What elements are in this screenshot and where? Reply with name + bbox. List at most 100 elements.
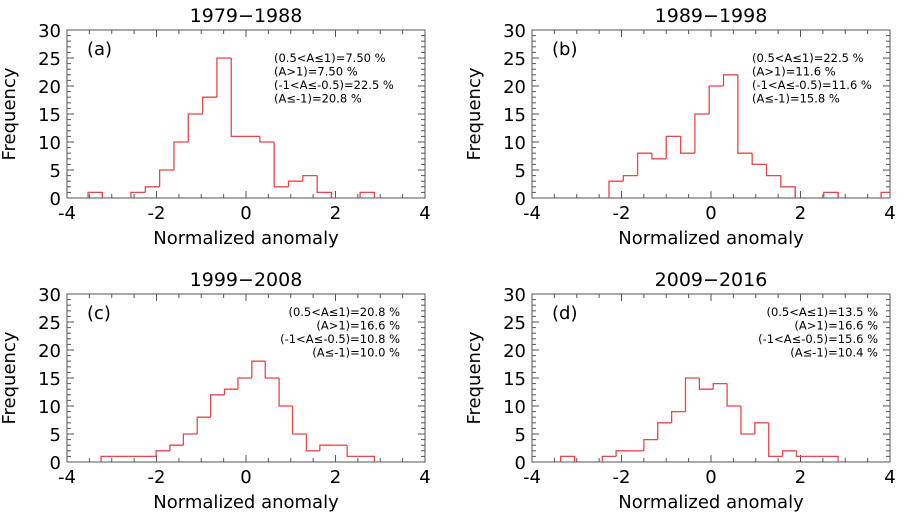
histogram-bin	[780, 175, 796, 198]
histogram-bin	[684, 377, 700, 412]
stat-annotation: (A>1)=11.6 %	[752, 65, 836, 79]
histogram-bin	[100, 455, 115, 462]
x-tick-label: 4	[419, 203, 430, 224]
x-tick-label: 4	[419, 467, 430, 488]
y-tick-label: 0	[50, 453, 61, 474]
stat-annotation: (-1<A≤-0.5)=22.5 %	[274, 78, 394, 92]
histogram-bin	[87, 191, 104, 198]
histogram-bin	[559, 455, 576, 462]
y-tick-label: 30	[38, 285, 61, 306]
x-tick-label: 4	[884, 203, 895, 224]
histogram-series	[559, 377, 839, 462]
x-tick-label: -4	[58, 203, 76, 224]
histogram-bin	[698, 378, 714, 390]
y-tick-label: 0	[50, 189, 61, 210]
y-tick-label: 0	[515, 189, 526, 210]
histogram-bin	[781, 450, 797, 457]
y-tick-label: 15	[38, 105, 61, 126]
histogram-bin	[291, 406, 307, 435]
histogram-bin	[144, 186, 160, 193]
y-tick-label: 10	[503, 397, 526, 418]
y-tick-label: 25	[38, 313, 61, 334]
y-tick-label: 25	[503, 49, 526, 70]
histogram-bin	[823, 191, 839, 198]
x-tick-label: -2	[148, 467, 166, 488]
histogram-bin	[346, 445, 362, 458]
x-tick-label: 2	[795, 467, 806, 488]
panel-label: (a)	[87, 39, 112, 60]
histogram-bin	[722, 74, 738, 86]
stat-annotation: (-1<A≤-0.5)=15.6 %	[758, 332, 878, 346]
y-tick-label: 10	[38, 133, 61, 154]
stat-annotation: (A>1)=16.6 %	[316, 319, 400, 333]
histogram-bin	[259, 136, 275, 143]
histogram-bin	[251, 360, 266, 378]
histogram-bin	[130, 191, 146, 198]
y-tick-label: 30	[38, 21, 61, 42]
stat-annotation: (0.5<A≤1)=13.5 %	[766, 305, 878, 319]
histogram-bin	[754, 422, 769, 434]
y-tick-label: 5	[50, 161, 61, 182]
x-tick-label: 2	[330, 467, 341, 488]
y-tick-label: 10	[38, 397, 61, 418]
y-tick-label: 30	[503, 21, 526, 42]
stat-annotation: (A>1)=16.6 %	[794, 319, 878, 333]
x-tick-label: -4	[523, 203, 541, 224]
histogram-bin	[278, 378, 293, 407]
histogram-bin	[643, 438, 658, 451]
x-tick-label: 0	[240, 467, 251, 488]
y-tick-label: 10	[503, 133, 526, 154]
y-tick-label: 20	[503, 341, 526, 362]
histogram-bin	[636, 152, 652, 176]
x-tick-label: -2	[613, 467, 631, 488]
x-axis-label: Normalized anomaly	[153, 492, 339, 513]
stat-annotation: (-1<A≤-0.5)=11.6 %	[752, 78, 872, 92]
x-tick-label: -4	[523, 467, 541, 488]
histogram-bin	[622, 174, 638, 182]
stat-annotation: (A≤-1)=10.0 %	[312, 346, 400, 360]
stat-annotation: (A>1)=7.50 %	[274, 65, 358, 79]
stat-annotation: (0.5<A≤1)=7.50 %	[274, 51, 386, 65]
histogram-bin	[665, 135, 681, 159]
histogram-bin	[608, 180, 624, 198]
x-axis-label: Normalized anomaly	[153, 228, 339, 249]
histogram-bin	[657, 422, 672, 440]
panel-a: 1979−1988 -4 -2 0 2 4 0 5 10 15 20 25 30 Normalized a…	[0, 5, 431, 249]
y-tick-label: 20	[503, 77, 526, 98]
y-tick-label: 20	[38, 77, 61, 98]
y-tick-label: 15	[38, 369, 61, 390]
histogram-series	[100, 360, 376, 462]
histogram-bin	[359, 191, 376, 198]
panel-title: 1989−1998	[655, 5, 768, 27]
histogram-bin	[615, 450, 631, 457]
y-tick-label: 0	[515, 453, 526, 474]
y-tick-label: 5	[515, 161, 526, 182]
stat-annotation: (0.5<A≤1)=22.5 %	[752, 51, 864, 65]
histogram-bin	[361, 455, 376, 462]
x-tick-label: 0	[705, 203, 716, 224]
x-axis-label: Normalized anomaly	[618, 492, 804, 513]
histogram-bin	[880, 191, 890, 198]
histogram-bin	[316, 175, 333, 198]
panel-title: 1999−2008	[190, 269, 303, 291]
y-axis-label: Frequency	[0, 67, 20, 160]
histogram-bin	[751, 153, 767, 166]
stat-annotation: (A≤-1)=20.8 %	[274, 92, 362, 106]
histogram-bin	[216, 57, 232, 98]
x-tick-label: -2	[613, 203, 631, 224]
histogram-bin	[223, 388, 238, 395]
histogram-bin	[169, 444, 184, 451]
y-tick-label: 20	[38, 341, 61, 362]
histogram-bin	[708, 85, 724, 114]
stat-annotation: (A≤-1)=15.8 %	[752, 92, 840, 106]
histogram-bin	[173, 141, 189, 170]
histogram-bin	[765, 164, 781, 177]
stat-annotation: (0.5<A≤1)=20.8 %	[288, 305, 400, 319]
x-tick-label: -2	[148, 203, 166, 224]
histogram-bin	[302, 174, 318, 182]
x-tick-label: 4	[884, 467, 895, 488]
histogram-bin	[726, 383, 741, 407]
histogram-bin	[679, 136, 695, 154]
stat-annotation: (A≤-1)=10.4 %	[790, 346, 878, 360]
histogram-bin	[155, 450, 170, 457]
